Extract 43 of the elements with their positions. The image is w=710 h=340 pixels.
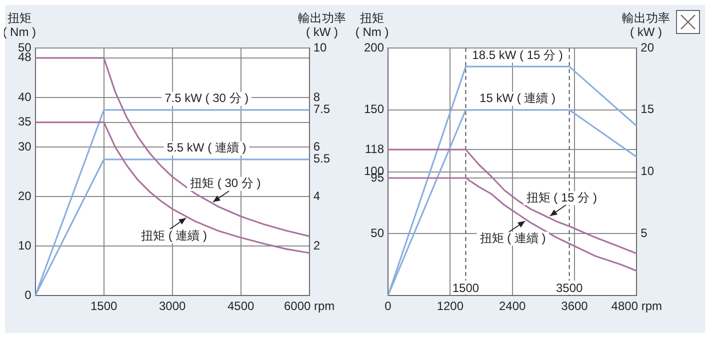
y-tick-label: 20 [18,188,32,203]
series-label: 扭矩 ( 連續 ) [480,231,546,246]
series-label: 18.5 kW ( 15 分 ) [472,48,563,62]
x-tick-label: 3600 [561,299,588,314]
y-axis-title: 扭矩 ( Nm ) [355,11,389,39]
y2-tick-label: 4 [313,188,320,203]
ref-line-label: 3500 [556,280,583,295]
y2-tick-label: 2 [313,238,320,252]
x-tick-label: 2400 [498,299,526,314]
y2-axis-title: 輸出功率 ( kW ) [622,11,670,39]
y-tick-label: 200 [364,40,384,54]
y2-tick-label: 8 [313,90,320,104]
series-label: 扭矩 ( 30 分 ) [190,176,261,190]
x-tick-label: 1200 [436,299,464,314]
y2-tick-label: 6 [313,139,320,154]
y2-axis-title: 輸出功率 ( kW ) [298,11,346,39]
y-tick-label: 0 [24,288,32,302]
series-label: 5.5 kW ( 連續 ) [166,140,246,155]
x-tick-label: 3000 [158,299,186,314]
y-tick-label: 150 [364,102,384,116]
x-tick-label: 4800 rpm [611,299,662,314]
y2-tick-label: 10 [313,40,327,54]
series-label: 扭矩 ( 15 分 ) [526,190,597,204]
x-tick-label: 4500 [227,299,254,314]
y2-tick-label: 10 [640,164,654,178]
y-tick-label: 48 [18,50,32,64]
y-tick-label: 10 [18,238,32,252]
y2-tick-label: 5 [640,226,648,240]
y-tick-label: 30 [18,139,32,154]
y-tick-label: 118 [364,142,384,156]
y2-tick-label: 5.5 [313,152,330,166]
y-tick-label: 40 [18,90,32,104]
y-tick-label: 35 [18,114,32,129]
series-label: 15 kW ( 連續 ) [480,91,556,106]
ref-line-label: 1500 [452,280,480,295]
x-tick-label: 6000 rpm [284,299,335,314]
y2-tick-label: 7.5 [313,102,330,116]
x-tick-label: 1500 [90,299,118,314]
y2-tick-label: 20 [640,40,654,54]
series-label: 7.5 kW ( 30 分 ) [164,91,249,106]
series-label: 扭矩 ( 連續 ) [141,228,208,243]
y2-tick-label: 15 [640,102,654,116]
y-tick-label: 50 [370,226,384,240]
